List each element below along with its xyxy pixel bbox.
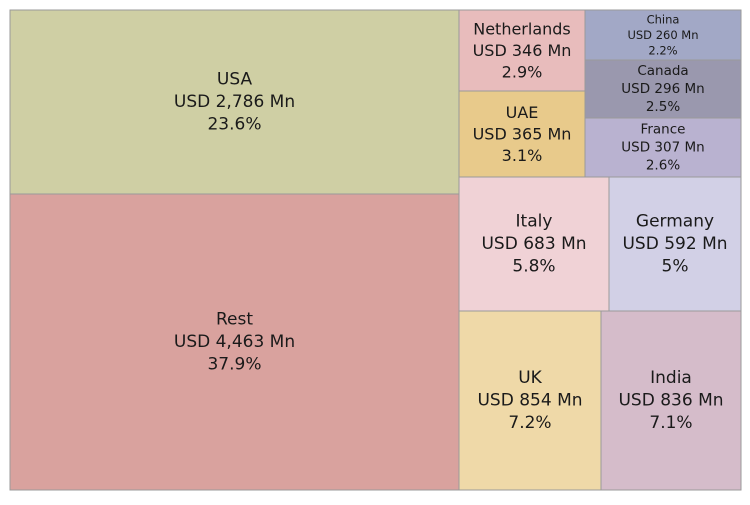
tile-rest: Rest USD 4,463 Mn 37.9% bbox=[9, 193, 460, 491]
tile-rect-rest bbox=[9, 193, 460, 491]
tile-percent-italy: 5.8% bbox=[512, 257, 555, 277]
tile-france: France USD 307 Mn2.6% bbox=[584, 117, 742, 178]
tile-label-france: France bbox=[641, 122, 686, 138]
tile-rect-canada bbox=[584, 59, 742, 119]
tile-value-germany: USD 592 Mn bbox=[622, 234, 727, 254]
tile-label-uae: UAE bbox=[506, 103, 539, 122]
tile-value-rest: USD 4,463 Mn bbox=[174, 332, 295, 352]
tile-label-rest: Rest bbox=[216, 309, 253, 329]
tile-uk: UK USD 854 Mn7.2% bbox=[458, 310, 602, 491]
tile-value-canada: USD 296 Mn bbox=[621, 81, 704, 97]
tile-value-uk: USD 854 Mn bbox=[477, 391, 582, 411]
tile-canada: Canada USD 296 Mn 2.5% bbox=[584, 59, 742, 119]
tile-percent-usa: 23.6% bbox=[207, 115, 261, 135]
tile-italy: Italy USD 683 Mn 5.8% bbox=[458, 176, 610, 312]
tile-percent-india: 7.1% bbox=[649, 413, 692, 433]
tile-label-india: India bbox=[650, 368, 692, 388]
tile-label-usa: USA bbox=[217, 69, 253, 89]
tile-rect-germany bbox=[608, 176, 742, 312]
tile-value-italy: USD 683 Mn bbox=[481, 234, 586, 254]
tile-rect-france bbox=[584, 117, 742, 178]
tile-germany: Germany USD 592 Mn 5% bbox=[608, 176, 742, 312]
tile-rect-uae bbox=[458, 90, 586, 178]
tile-percent-netherlands: 2.9% bbox=[502, 62, 543, 81]
tile-rect-china bbox=[584, 9, 742, 61]
tile-percent-france: 2.6% bbox=[646, 157, 680, 173]
tile-rect-usa bbox=[9, 9, 460, 195]
tile-value-uae: USD 365 Mn bbox=[473, 125, 572, 144]
tile-percent-rest: 37.9% bbox=[207, 355, 261, 375]
tile-label-canada: Canada bbox=[637, 63, 688, 79]
tile-usa: USA USD 2,786 Mn 23.6% bbox=[9, 9, 460, 195]
tile-percent-canada: 2.5% bbox=[646, 99, 680, 115]
tile-rect-netherlands bbox=[458, 9, 586, 92]
tile-value-france: USD 307 Mn bbox=[621, 140, 704, 156]
tile-label-netherlands: Netherlands bbox=[473, 20, 571, 39]
tile-netherlands: Netherlands USD 346 Mn 2.9% bbox=[458, 9, 586, 92]
tile-label-germany: Germany bbox=[636, 211, 714, 231]
tile-value-usa: USD 2,786 Mn bbox=[174, 92, 295, 112]
tile-label-uk: UK bbox=[518, 368, 542, 388]
tile-value-china: USD 260 Mn bbox=[627, 28, 698, 42]
tile-percent-uae: 3.1% bbox=[502, 146, 543, 165]
tile-rect-italy bbox=[458, 176, 610, 312]
tile-value-india: USD 836 Mn bbox=[618, 391, 723, 411]
tile-percent-germany: 5% bbox=[662, 257, 689, 277]
tile-percent-china: 2.2% bbox=[648, 43, 677, 57]
tile-india: India USD 836 Mn7.1% bbox=[600, 310, 742, 491]
tile-label-italy: Italy bbox=[516, 211, 553, 231]
tile-percent-uk: 7.2% bbox=[508, 413, 551, 433]
tile-rect-india bbox=[600, 310, 742, 491]
tile-label-china: China bbox=[647, 13, 680, 27]
tile-value-netherlands: USD 346 Mn bbox=[473, 41, 572, 60]
tile-uae: UAE USD 365 Mn 3.1% bbox=[458, 90, 586, 178]
